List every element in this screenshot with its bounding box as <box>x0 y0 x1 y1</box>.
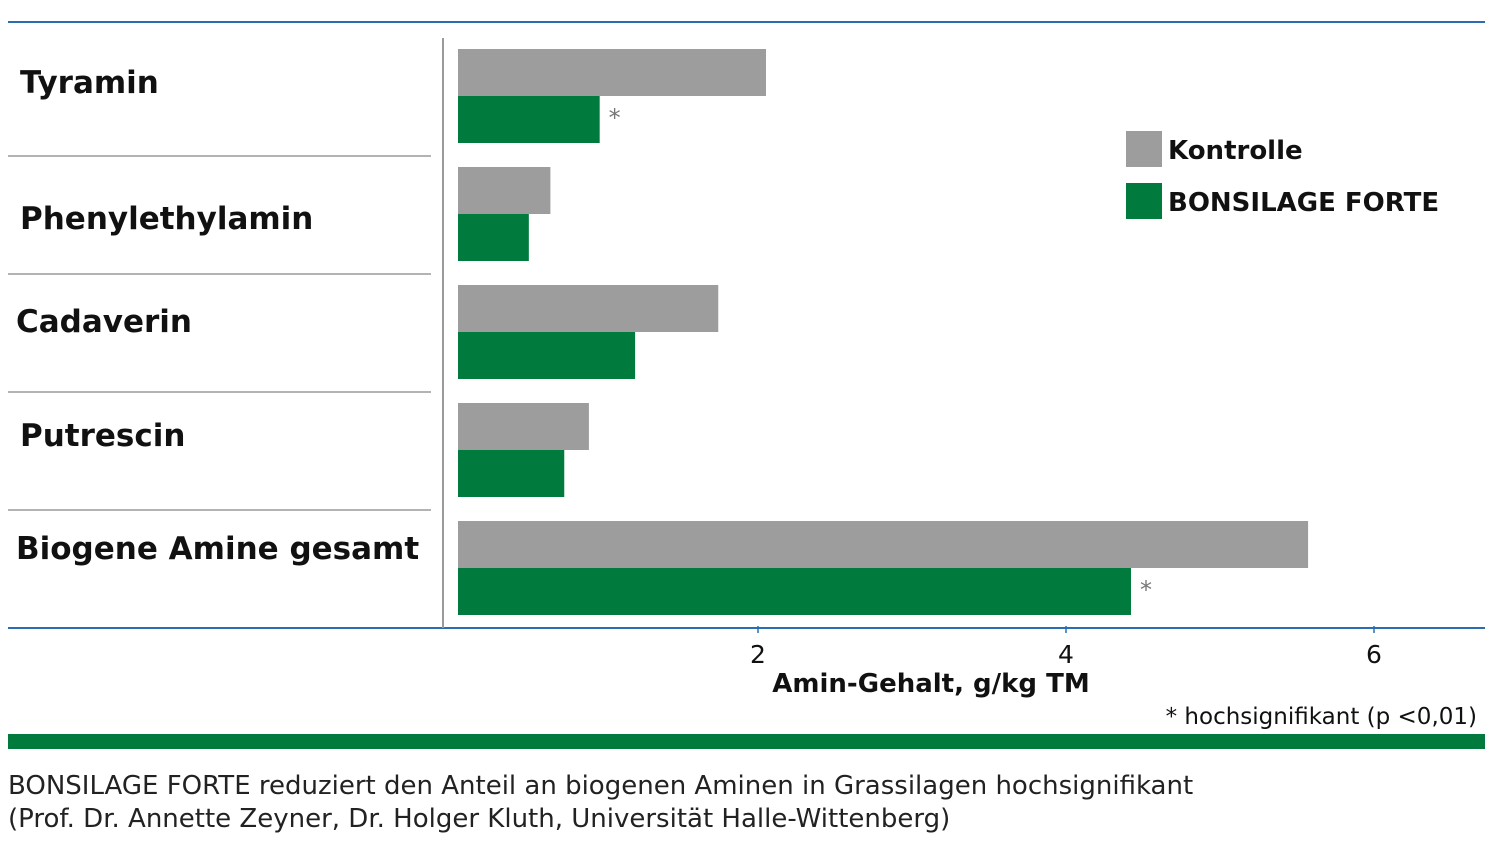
significance-marks: ** <box>609 104 1152 604</box>
legend-label-bonsilage-forte: BONSILAGE FORTE <box>1168 188 1439 218</box>
x-tick-label-2: 2 <box>750 640 766 669</box>
bottom-band <box>8 734 1485 749</box>
caption-line-1: BONSILAGE FORTE reduziert den Anteil an … <box>8 771 1194 801</box>
significance-mark-tyramin: * <box>609 104 621 132</box>
x-tick-label-6: 6 <box>1366 640 1382 669</box>
footnote: * hochsignifikant (p <0,01) <box>1166 704 1477 730</box>
legend-label-kontrolle: Kontrolle <box>1168 136 1303 166</box>
x-tick-label-4: 4 <box>1058 640 1074 669</box>
category-label-putrescin: Putrescin <box>20 418 185 454</box>
bar-kontrolle-cadaverin <box>458 285 719 332</box>
category-labels: Tyramin Phenylethylamin Cadaverin Putrescin… <box>16 65 419 567</box>
bar-bonsilage-forte-phenylethylamin <box>458 214 529 261</box>
significance-mark-biogene-amine-gesamt: * <box>1140 576 1152 604</box>
legend-swatch-bonsilage-forte <box>1126 183 1162 219</box>
category-label-tyramin: Tyramin <box>20 65 159 101</box>
bars <box>458 49 1309 615</box>
x-axis-ticks: 2 4 6 <box>750 626 1382 669</box>
bar-kontrolle-phenylethylamin <box>458 167 551 214</box>
bar-kontrolle-biogene-amine-gesamt <box>458 521 1309 568</box>
chart-area: Tyramin Phenylethylamin Cadaverin Putrescin… <box>8 21 1485 749</box>
bar-bonsilage-forte-biogene-amine-gesamt <box>458 568 1131 615</box>
bar-bonsilage-forte-tyramin <box>458 96 600 143</box>
category-label-biogene-amine-gesamt: Biogene Amine gesamt <box>16 531 419 567</box>
x-axis-title: Amin-Gehalt, g/kg TM <box>772 669 1089 699</box>
row-separators <box>8 155 431 511</box>
legend: Kontrolle BONSILAGE FORTE <box>1126 131 1439 219</box>
bar-bonsilage-forte-cadaverin <box>458 332 636 379</box>
bar-bonsilage-forte-putrescin <box>458 450 565 497</box>
figure-caption: BONSILAGE FORTE reduziert den Anteil an … <box>8 770 1488 836</box>
category-label-phenylethylamin: Phenylethylamin <box>20 201 313 237</box>
bar-kontrolle-tyramin <box>458 49 766 96</box>
bar-chart: Tyramin Phenylethylamin Cadaverin Putrescin… <box>8 21 1485 749</box>
bar-kontrolle-putrescin <box>458 403 589 450</box>
caption-line-2: (Prof. Dr. Annette Zeyner, Dr. Holger Kl… <box>8 804 951 834</box>
legend-swatch-kontrolle <box>1126 131 1162 167</box>
category-label-cadaverin: Cadaverin <box>16 304 192 340</box>
